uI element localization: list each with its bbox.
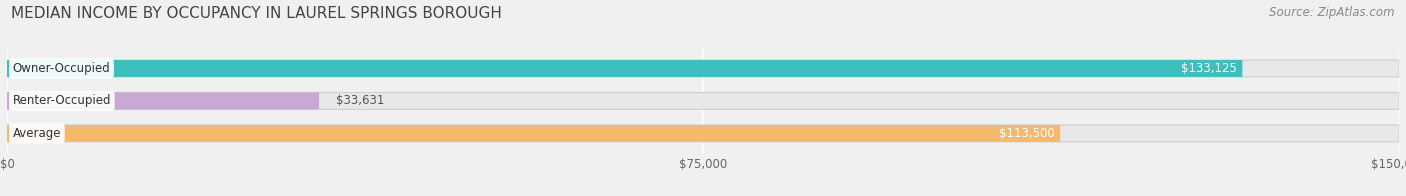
FancyBboxPatch shape — [7, 93, 319, 109]
Text: Owner-Occupied: Owner-Occupied — [13, 62, 110, 75]
Text: Average: Average — [13, 127, 60, 140]
FancyBboxPatch shape — [7, 60, 1243, 77]
Text: Source: ZipAtlas.com: Source: ZipAtlas.com — [1270, 6, 1395, 19]
Text: MEDIAN INCOME BY OCCUPANCY IN LAUREL SPRINGS BOROUGH: MEDIAN INCOME BY OCCUPANCY IN LAUREL SPR… — [11, 6, 502, 21]
Text: $113,500: $113,500 — [998, 127, 1054, 140]
FancyBboxPatch shape — [7, 60, 1399, 77]
Text: $133,125: $133,125 — [1181, 62, 1237, 75]
FancyBboxPatch shape — [7, 125, 1399, 142]
FancyBboxPatch shape — [7, 125, 1060, 142]
Text: Renter-Occupied: Renter-Occupied — [13, 94, 111, 107]
FancyBboxPatch shape — [7, 93, 1399, 109]
Text: $33,631: $33,631 — [336, 94, 384, 107]
